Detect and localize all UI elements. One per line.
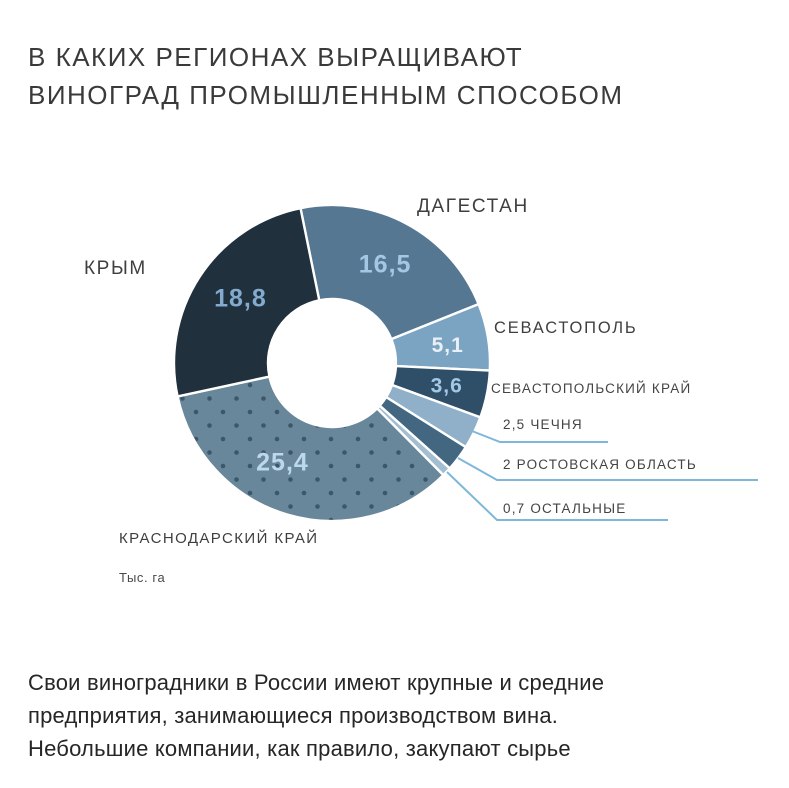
slice-label-sevastopolsky-kray: СЕВАСТОПОЛЬСКИЙ КРАЙ — [491, 381, 692, 396]
footer-line-1: Свои виноградники в России имеют крупные… — [28, 670, 605, 695]
slice-value-label: 16,5 — [359, 250, 412, 278]
leader-line-rostov — [457, 457, 758, 481]
units-label: Тыс. га — [119, 570, 166, 585]
page-title-line-1: В КАКИХ РЕГИОНАХ ВЫРАЩИВАЮТ — [28, 42, 524, 72]
leader-lines-group — [446, 430, 758, 521]
slice-value-label: 18,8 — [214, 285, 267, 313]
slice-label-rostovskaya-oblast: 2 РОСТОВСКАЯ ОБЛАСТЬ — [503, 457, 697, 472]
leader-line-ostalnye — [446, 471, 668, 521]
donut-value-labels-group: 16,5 5,1 3,6 25,4 18,8 — [214, 250, 464, 476]
pie-slice-крым — [172, 206, 321, 398]
footer-line-3: Небольшие компании, как правило, закупаю… — [28, 736, 571, 761]
slice-label-chechnya: 2,5 ЧЕЧНЯ — [503, 417, 583, 432]
slice-value-label: 3,6 — [431, 375, 463, 398]
footer-line-2: предприятия, занимающиеся производством … — [28, 703, 559, 728]
pie-slice-краснодарский-край — [176, 375, 445, 523]
slice-label-sevastopol: СЕВАСТОПОЛЬ — [494, 319, 638, 337]
slice-label-krym: КРЫМ — [84, 258, 147, 279]
slice-label-krasnodarsky-kray: КРАСНОДАРСКИЙ КРАЙ — [119, 530, 319, 547]
leader-line-chechnya — [471, 430, 608, 443]
slice-label-ostalnye: 0,7 ОСТАЛЬНЫЕ — [503, 501, 627, 516]
page-title-line-2: ВИНОГРАД ПРОМЫШЛЕННЫМ СПОСОБОМ — [28, 80, 624, 110]
slice-value-label: 5,1 — [432, 334, 464, 357]
slice-value-label: 25,4 — [256, 448, 309, 476]
footer-paragraph: Свои виноградники в России имеют крупные… — [28, 666, 604, 765]
donut-slices-group — [172, 203, 492, 523]
page-title: В КАКИХ РЕГИОНАХ ВЫРАЩИВАЮТ ВИНОГРАД ПРО… — [28, 38, 624, 114]
slice-label-dagestan: ДАГЕСТАН — [417, 196, 529, 217]
pie-slice-дагестан — [299, 203, 480, 341]
